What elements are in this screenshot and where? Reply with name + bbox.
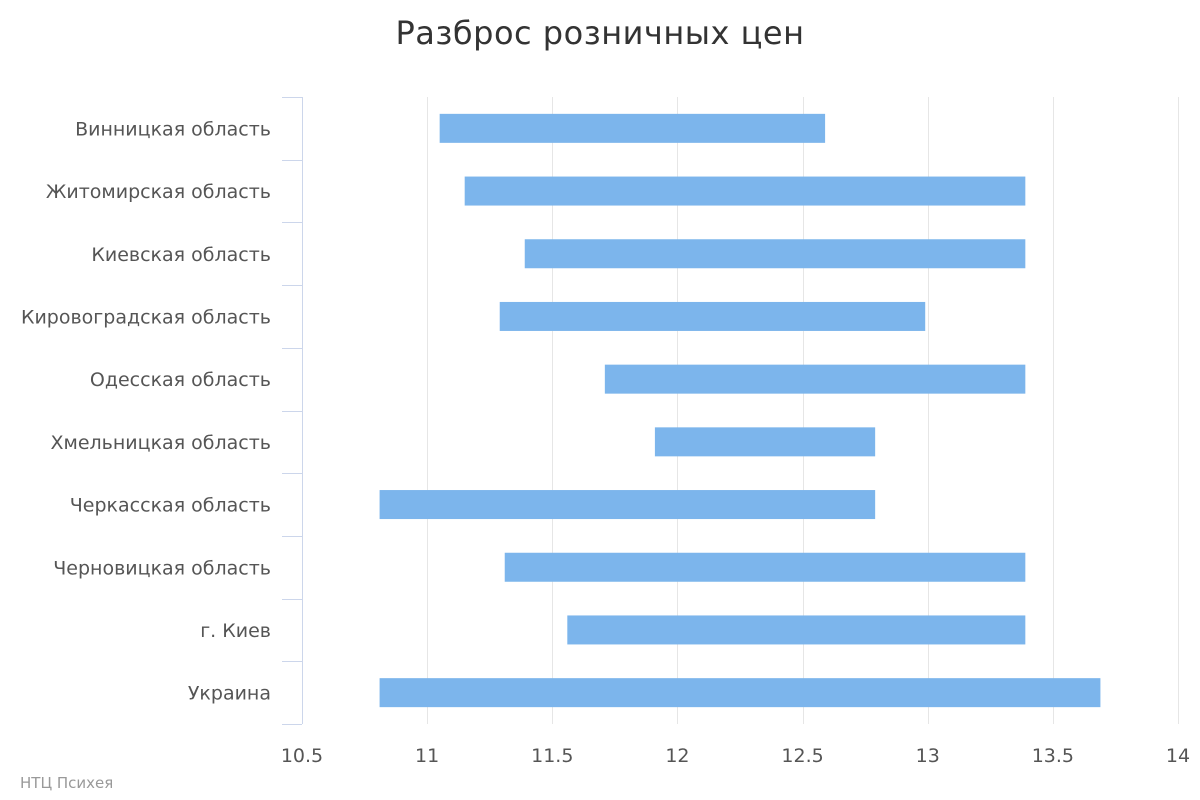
range-bar[interactable] — [379, 678, 1101, 708]
x-tick-label: 14 — [1166, 745, 1190, 767]
range-bar[interactable] — [379, 490, 876, 520]
x-tick-label: 13 — [916, 745, 940, 767]
x-tick-label: 11 — [415, 745, 439, 767]
category-label: Кировоградская область — [21, 306, 271, 328]
range-bar[interactable] — [439, 113, 826, 143]
category-labels: Винницкая область Житомирская область Киев… — [21, 118, 271, 704]
range-bar[interactable] — [504, 552, 1026, 582]
category-label: Одесская область — [90, 369, 271, 391]
x-tick-label: 11.5 — [531, 745, 573, 767]
category-axis — [282, 97, 303, 725]
x-tick-label: 12 — [665, 745, 689, 767]
x-tick-label: 12.5 — [781, 745, 823, 767]
range-bar[interactable] — [654, 427, 876, 457]
category-label: Черновицкая область — [53, 557, 271, 579]
category-label: Черкасская область — [70, 495, 271, 517]
range-bar[interactable] — [464, 176, 1026, 206]
credits-label: НТЦ Психея — [20, 774, 114, 792]
range-bar[interactable] — [604, 364, 1026, 394]
value-axis-tick-labels: 10.5 11 11.5 12 12.5 13 13.5 14 — [281, 745, 1190, 767]
x-tick-label: 13.5 — [1032, 745, 1074, 767]
range-bars — [379, 113, 1101, 708]
category-label: Винницкая область — [75, 118, 271, 140]
category-label: г. Киев — [200, 620, 271, 642]
category-label: Украина — [188, 683, 271, 705]
category-label: Хмельницкая область — [50, 432, 271, 454]
category-label: Киевская область — [91, 244, 271, 266]
range-bar[interactable] — [499, 301, 926, 331]
x-tick-label: 10.5 — [281, 745, 323, 767]
range-bar[interactable] — [567, 615, 1026, 645]
category-label: Житомирская область — [46, 181, 271, 203]
chart-title: Разброс розничных цен — [395, 14, 805, 52]
range-bar[interactable] — [524, 239, 1026, 269]
